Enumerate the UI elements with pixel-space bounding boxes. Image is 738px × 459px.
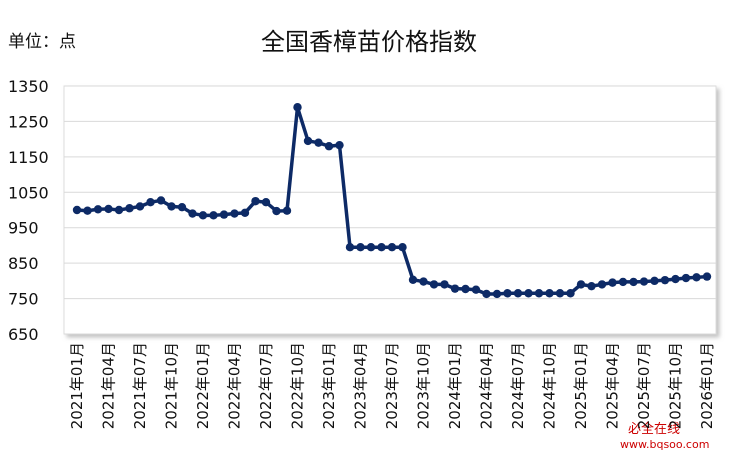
x-tick-label: 2022年07月 xyxy=(257,342,275,429)
point xyxy=(114,205,124,215)
point xyxy=(555,289,565,298)
point xyxy=(156,196,166,205)
point xyxy=(692,273,701,282)
point xyxy=(251,196,260,206)
x-tick-label: 2022年01月 xyxy=(194,342,212,429)
x-tick-label: 2025年04月 xyxy=(604,342,622,429)
point xyxy=(408,275,418,284)
y-tick-label: 850 xyxy=(8,254,39,273)
y-axis-label: 单位：点 xyxy=(8,32,76,52)
point xyxy=(597,280,607,289)
y-tick-label: 1250 xyxy=(8,112,49,131)
x-tick-label: 2023年01月 xyxy=(320,342,338,429)
point xyxy=(303,136,313,146)
x-tick-label: 2025年07月 xyxy=(635,342,653,429)
point xyxy=(576,280,586,289)
x-tick-label: 2021年04月 xyxy=(100,342,118,429)
y-tick-label: 750 xyxy=(8,290,39,309)
x-tick-label: 2025年10月 xyxy=(667,342,685,429)
x-tick-label: 2024年07月 xyxy=(509,342,527,429)
point xyxy=(135,202,145,211)
x-tick-label: 2024年04月 xyxy=(478,342,496,429)
point xyxy=(639,277,649,286)
point xyxy=(587,281,596,291)
point xyxy=(471,285,481,294)
x-tick-label: 2023年10月 xyxy=(415,342,433,429)
point xyxy=(534,289,544,298)
point xyxy=(681,273,691,283)
x-tick-label: 2021年10月 xyxy=(163,342,181,429)
point xyxy=(366,243,376,252)
point xyxy=(482,289,491,299)
point xyxy=(104,204,113,214)
point xyxy=(240,208,250,218)
point xyxy=(335,140,344,150)
point xyxy=(198,211,208,220)
point xyxy=(377,243,386,252)
y-tick-label: 1150 xyxy=(8,148,49,167)
point xyxy=(650,276,659,286)
point xyxy=(293,103,302,112)
point xyxy=(314,138,323,147)
watermark: www.bqsoo.com xyxy=(620,438,709,451)
point xyxy=(219,210,229,219)
x-tick-label: 2021年07月 xyxy=(131,342,149,429)
point xyxy=(345,243,355,252)
point xyxy=(629,277,638,287)
point xyxy=(188,209,197,218)
x-tick-label: 2022年04月 xyxy=(226,342,244,429)
x-tick-label: 2023年07月 xyxy=(383,342,401,429)
point xyxy=(513,289,523,298)
point xyxy=(419,277,428,286)
point xyxy=(282,206,292,215)
watermark: 必全在线 xyxy=(628,421,680,437)
x-tick-label: 2026年01月 xyxy=(698,342,716,429)
point xyxy=(93,205,103,214)
point xyxy=(566,289,575,298)
point xyxy=(272,206,281,216)
point xyxy=(146,198,155,207)
point xyxy=(429,280,439,289)
point xyxy=(209,211,218,220)
point xyxy=(125,204,134,213)
x-tick-label: 2023年04月 xyxy=(352,342,370,429)
y-tick-label: 650 xyxy=(8,325,39,344)
point xyxy=(387,243,397,252)
point xyxy=(702,272,712,281)
point xyxy=(83,206,92,215)
plot-area xyxy=(63,85,717,335)
point xyxy=(545,289,554,298)
point xyxy=(450,284,460,293)
point xyxy=(167,202,176,211)
point xyxy=(660,275,670,285)
y-tick-label: 1350 xyxy=(8,77,49,96)
point xyxy=(440,280,449,289)
point xyxy=(461,284,470,294)
x-tick-label: 2021年01月 xyxy=(68,342,86,429)
chart-title: 全国香樟苗价格指数 xyxy=(261,28,477,56)
x-tick-label: 2024年10月 xyxy=(541,342,559,429)
x-tick-label: 2025年01月 xyxy=(572,342,590,429)
point xyxy=(618,277,628,287)
point xyxy=(398,243,407,252)
y-tick-label: 1050 xyxy=(8,183,49,202)
point xyxy=(608,278,617,287)
x-tick-label: 2024年01月 xyxy=(446,342,464,429)
point xyxy=(230,209,239,218)
point xyxy=(72,205,82,215)
point xyxy=(524,289,533,298)
point xyxy=(356,243,365,252)
point xyxy=(503,289,512,298)
point xyxy=(177,202,187,212)
y-tick-label: 950 xyxy=(8,219,39,238)
x-tick-label: 2022年10月 xyxy=(289,342,307,429)
point xyxy=(261,198,271,207)
point xyxy=(324,142,334,151)
point xyxy=(492,289,502,299)
point xyxy=(671,274,680,284)
